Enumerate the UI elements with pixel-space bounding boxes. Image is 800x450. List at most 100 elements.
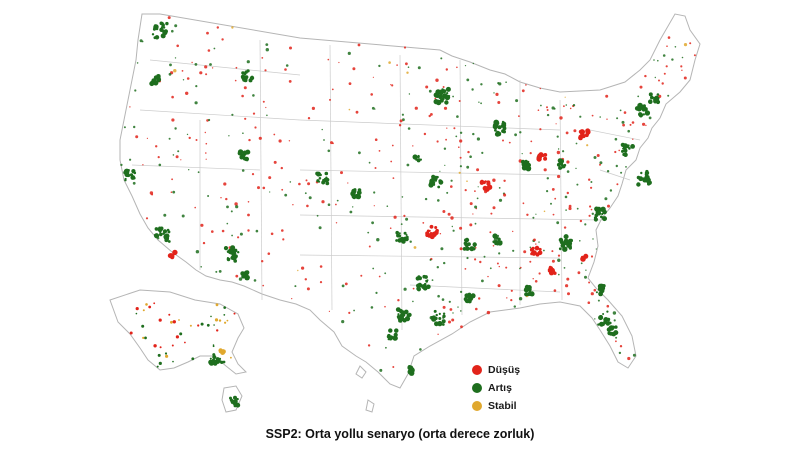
map-point (199, 71, 203, 75)
metro-cluster-point (562, 246, 568, 252)
map-point (622, 123, 625, 127)
map-point (472, 62, 474, 65)
map-point (174, 24, 178, 28)
map-point (565, 131, 569, 135)
metro-cluster-point (324, 171, 329, 176)
map-point (474, 190, 476, 193)
map-point (391, 84, 394, 87)
map-point (370, 306, 374, 309)
map-point (215, 270, 218, 273)
map-point (472, 213, 474, 215)
map-point (231, 113, 234, 116)
map-point (654, 76, 656, 79)
map-point (408, 93, 411, 95)
map-point (172, 360, 174, 363)
map-point (594, 318, 596, 320)
metro-cluster-point (172, 249, 178, 256)
metro-cluster-point (497, 125, 502, 130)
map-point (372, 76, 374, 78)
map-point (480, 83, 483, 86)
map-point (621, 120, 625, 124)
map-point (546, 177, 549, 180)
metro-cluster-point (494, 121, 499, 126)
map-point (666, 45, 668, 47)
metro-cluster-point (563, 163, 567, 167)
map-point (144, 336, 147, 340)
state-border (259, 39, 263, 301)
map-point (174, 57, 177, 59)
map-point (403, 287, 407, 291)
metro-cluster-point (395, 307, 401, 312)
legend-swatch-green (472, 383, 482, 393)
map-point (158, 361, 162, 365)
map-point (419, 348, 422, 351)
map-point (436, 140, 439, 143)
metro-cluster-point (648, 99, 653, 104)
metro-cluster-point (569, 238, 573, 243)
map-point (469, 155, 472, 158)
metro-cluster-point (593, 217, 599, 222)
map-point (441, 298, 445, 301)
map-point (481, 151, 484, 154)
map-point (209, 63, 212, 66)
metro-cluster-point (241, 154, 245, 158)
map-point (370, 93, 374, 96)
metro-cluster-point (543, 153, 546, 157)
metro-cluster-point (438, 94, 443, 100)
map-point (469, 202, 473, 206)
metro-cluster-point (315, 171, 319, 176)
map-point (246, 60, 250, 64)
metro-cluster-point (211, 359, 217, 365)
map-point (181, 70, 184, 72)
map-point (184, 341, 186, 344)
metro-cluster-point (229, 396, 232, 400)
map-point (269, 191, 271, 193)
map-point (658, 79, 660, 82)
metro-cluster-point (434, 321, 439, 327)
map-point (597, 299, 600, 302)
metro-cluster-point (528, 287, 532, 291)
map-point (476, 137, 480, 141)
map-point (606, 118, 608, 120)
map-point (284, 193, 288, 197)
metro-cluster-point (624, 150, 627, 153)
map-point (132, 181, 136, 185)
map-point (169, 63, 172, 67)
state-border (399, 54, 403, 331)
metro-cluster-point (318, 180, 321, 183)
map-point (543, 249, 545, 252)
map-point (619, 109, 622, 112)
map-point (567, 292, 570, 296)
map-point (437, 294, 440, 298)
map-point (123, 126, 126, 129)
map-point (506, 297, 508, 299)
map-point (576, 207, 579, 210)
metro-cluster-point (397, 313, 400, 316)
map-point (496, 262, 499, 265)
map-point (120, 163, 123, 167)
metro-cluster-point (614, 325, 618, 329)
map-point (234, 79, 237, 82)
map-point (518, 297, 523, 301)
metro-cluster-point (655, 99, 661, 105)
map-point (353, 309, 355, 312)
map-point (535, 243, 537, 245)
map-point (241, 169, 245, 172)
map-point (323, 139, 325, 141)
map-point (265, 48, 269, 52)
map-point (238, 277, 243, 281)
map-point (156, 365, 159, 368)
map-point (210, 315, 212, 318)
map-point (218, 270, 222, 273)
map-point (349, 210, 353, 214)
map-point (175, 335, 179, 339)
map-point (590, 181, 593, 183)
metro-cluster-point (642, 113, 645, 116)
map-point (497, 101, 501, 104)
legend-label: Düşüş (488, 364, 521, 376)
map-point (139, 39, 143, 43)
map-point (223, 182, 227, 186)
map-point (599, 161, 603, 165)
map-point (587, 301, 591, 305)
